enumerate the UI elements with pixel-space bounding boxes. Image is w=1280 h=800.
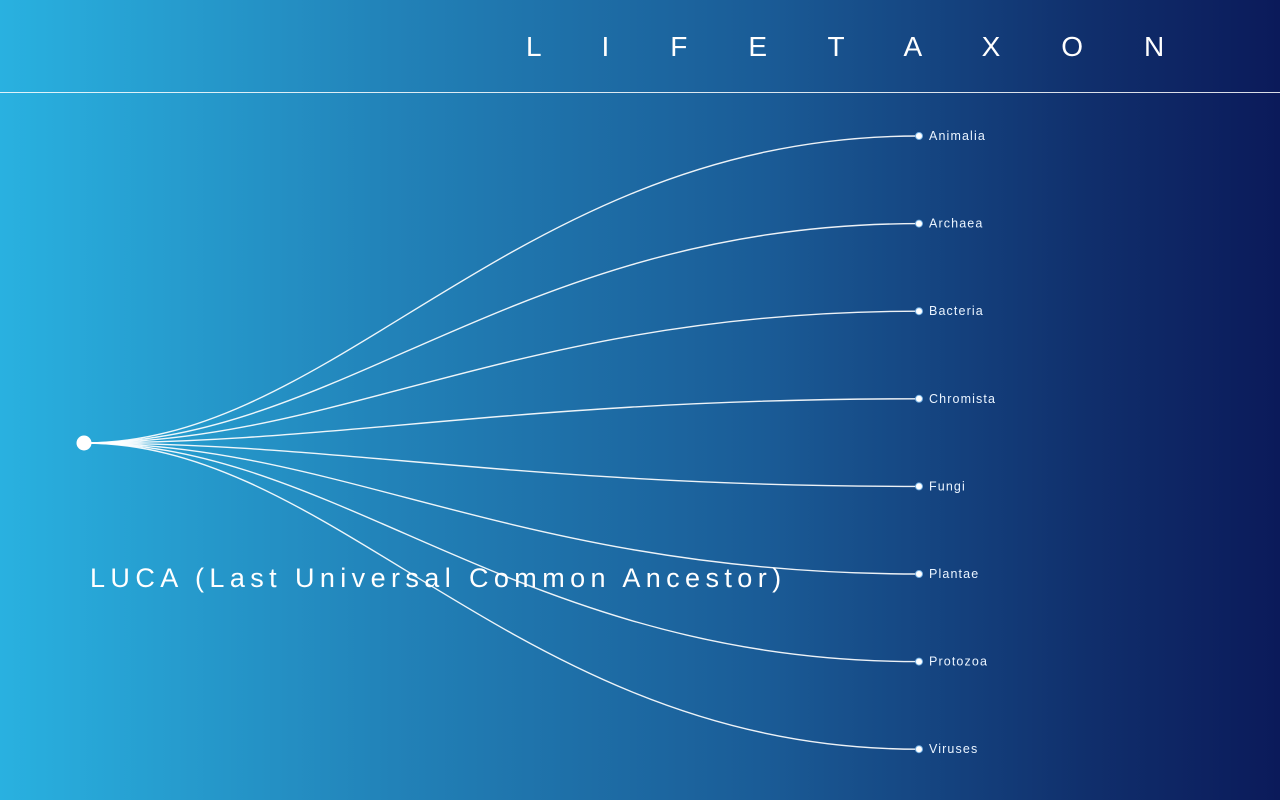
branch-archaea: [83, 222, 920, 444]
app-header: L I F E T A X O N: [0, 0, 1280, 92]
tree-branches: [83, 135, 920, 750]
leaf-node-plantae[interactable]: [915, 570, 923, 578]
leaf-label-animalia[interactable]: Animalia: [929, 129, 986, 143]
leaf-node-archaea[interactable]: [915, 219, 923, 228]
branch-fungi: [83, 442, 920, 488]
leaf-label-viruses[interactable]: Viruses: [929, 742, 978, 756]
branch-animalia: [83, 135, 920, 444]
root-node-label: LUCA (Last Universal Common Ancestor): [90, 563, 787, 593]
branch-viruses: [83, 442, 920, 750]
leaf-label-bacteria[interactable]: Bacteria: [929, 304, 984, 318]
brand-title: L I F E T A X O N: [526, 31, 1191, 62]
leaf-label-archaea[interactable]: Archaea: [929, 217, 983, 231]
leaf-label-plantae[interactable]: Plantae: [929, 567, 979, 581]
root-node[interactable]: [76, 435, 92, 451]
branch-bacteria: [83, 310, 920, 444]
branch-chromista: [83, 398, 920, 444]
leaf-label-fungi[interactable]: Fungi: [929, 479, 966, 493]
leaf-node-animalia[interactable]: [915, 132, 923, 140]
header-divider: [0, 92, 1280, 93]
leaf-node-viruses[interactable]: [915, 745, 923, 754]
branch-protozoa: [83, 442, 920, 663]
leaf-node-protozoa[interactable]: [915, 657, 923, 666]
branch-plantae: [83, 442, 920, 575]
leaf-label-chromista[interactable]: Chromista: [929, 392, 996, 406]
tree-leaves: Animalia Archaea Bacteria Chromista Fungi Pla…: [915, 129, 996, 756]
leaf-node-fungi[interactable]: [915, 482, 923, 491]
leaf-label-protozoa[interactable]: Protozoa: [929, 655, 988, 669]
leaf-node-chromista[interactable]: [915, 394, 923, 403]
leaf-node-bacteria[interactable]: [915, 307, 923, 316]
